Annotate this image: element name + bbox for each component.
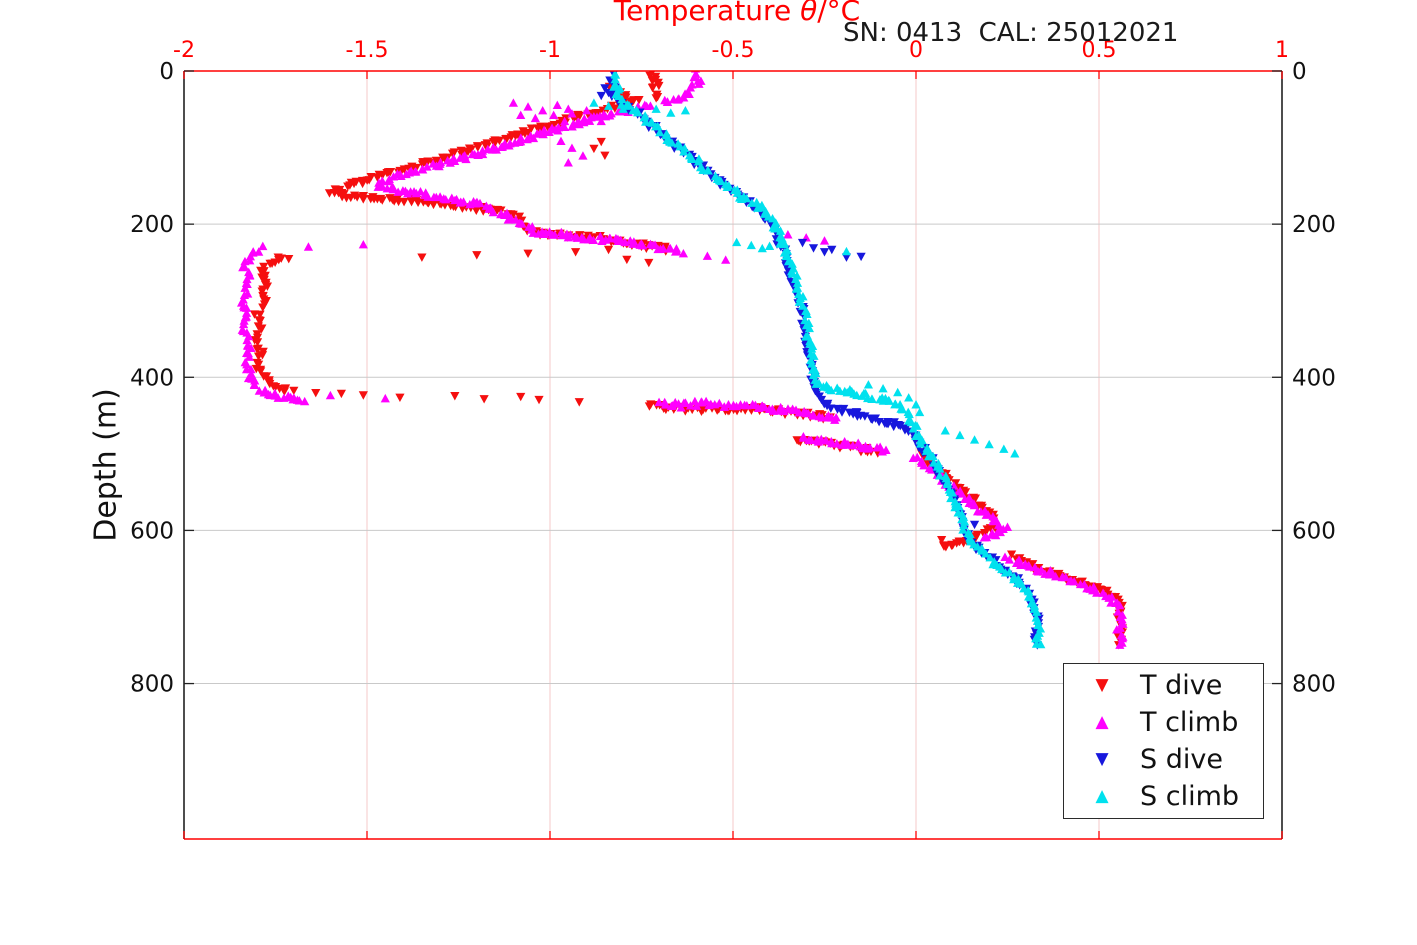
legend-entry-t-dive: ▼ T dive: [1064, 668, 1263, 704]
y-tick-label-left: 0: [159, 59, 174, 85]
t-climb-legend-label: T climb: [1140, 707, 1239, 738]
t-dive-marker-icon: ▼: [1095, 675, 1109, 695]
s-dive-legend-label: S dive: [1140, 744, 1223, 775]
serial-cal-annotation: SN: 0413 CAL: 25012021: [843, 18, 1179, 48]
chart-title: Temperature θ/°C: [614, 0, 860, 27]
x-tick-label: 0.5: [1082, 38, 1117, 63]
chart-title-suffix: /°C: [817, 0, 861, 27]
x-tick-label: 1: [1275, 38, 1289, 63]
y-tick-label-right: 800: [1292, 672, 1336, 698]
legend-entry-s-climb: ▲ S climb: [1064, 779, 1263, 815]
legend-entry-t-climb: ▲ T climb: [1064, 705, 1263, 741]
x-tick-label: -1: [539, 38, 561, 63]
y-tick-label-left: 800: [130, 672, 174, 698]
x-tick-label: -0.5: [712, 38, 755, 63]
y-tick-label-right: 0: [1292, 59, 1307, 85]
chart-title-prefix: Temperature: [613, 0, 801, 27]
theta-symbol: θ: [800, 0, 818, 27]
x-tick-label: -1.5: [346, 38, 389, 63]
s-climb-legend-label: S climb: [1140, 781, 1240, 812]
legend: ▼ T dive ▲ T climb ▼ S dive ▲ S climb: [1063, 663, 1264, 819]
y-axis-label: Depth (m): [88, 388, 124, 542]
t-climb-marker-icon: ▲: [1095, 712, 1109, 732]
y-tick-label-left: 400: [130, 365, 174, 391]
legend-entry-s-dive: ▼ S dive: [1064, 742, 1263, 778]
y-tick-label-left: 200: [130, 212, 174, 238]
x-tick-label: 0: [909, 38, 923, 63]
series-s-dive: [596, 71, 1044, 650]
y-tick-label-right: 200: [1292, 212, 1336, 238]
y-tick-label-right: 600: [1292, 518, 1336, 544]
x-tick-label: -2: [173, 38, 195, 63]
s-climb-marker-icon: ▲: [1095, 786, 1109, 806]
series-s-climb: [589, 71, 1046, 649]
series-t-climb: [236, 71, 1128, 649]
t-dive-legend-label: T dive: [1140, 670, 1223, 701]
s-dive-marker-icon: ▼: [1095, 749, 1109, 769]
y-tick-label-right: 400: [1292, 365, 1336, 391]
series-layer: [236, 71, 1128, 650]
y-tick-label-left: 600: [130, 518, 174, 544]
